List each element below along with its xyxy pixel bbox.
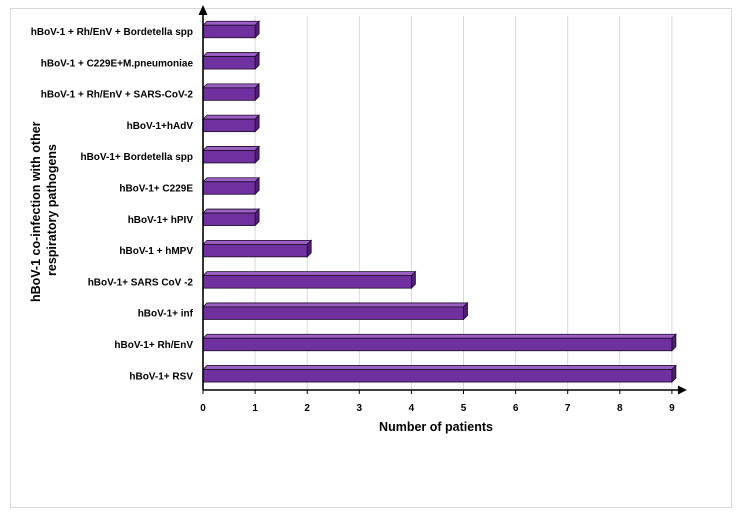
y-axis-title: hBoV-1 co-infection with other respirato… (29, 118, 59, 302)
labels: hBoV-1 + Rh/EnV + Bordetella spp hBoV-1 +… (31, 27, 675, 414)
x-tick-label: 6 (513, 403, 519, 414)
bar-top-face (202, 271, 417, 277)
bar-front-face (202, 243, 308, 258)
bar (202, 82, 261, 102)
bar-front-face (202, 24, 256, 39)
category-label: hBoV-1 + Rh/EnV + Bordetella spp (31, 27, 193, 38)
bar (202, 145, 261, 164)
axes (198, 5, 687, 395)
bar-top-face (202, 52, 261, 57)
bar-top-face (202, 365, 677, 370)
x-tick-label: 7 (565, 403, 571, 414)
category-label: hBoV-1 + hMPV (119, 246, 193, 257)
bar-top-face (202, 208, 261, 214)
y-axis-title-line-1: hBoV-1 co-infection with other (29, 121, 43, 302)
bar (202, 333, 677, 352)
category-label: hBoV-1 + Rh/EnV + SARS-CoV-2 (41, 90, 194, 101)
bar (202, 301, 469, 321)
bar-top-face (202, 333, 677, 339)
bar (202, 239, 313, 258)
x-tick-label: 3 (357, 403, 363, 414)
category-label: hBoV-1+ inf (138, 309, 194, 320)
category-label: hBoV-1+ C229E (119, 184, 193, 195)
category-label: hBoV-1+hAdV (127, 121, 194, 132)
bar-front-face (202, 212, 256, 226)
bar (202, 208, 261, 227)
x-tick-label: 1 (252, 403, 258, 414)
bar (202, 270, 417, 290)
bar-front-face (202, 150, 256, 164)
bar-front-face (202, 56, 256, 70)
bar-top-face (202, 239, 313, 245)
gridlines (254, 16, 673, 390)
bar-top-face (202, 302, 469, 308)
bar-top-face (202, 146, 261, 151)
bar-front-face (202, 87, 256, 101)
x-tick-label: 4 (409, 403, 415, 414)
category-label: hBoV-1+ SARS CoV -2 (88, 277, 194, 288)
bar-top-face (202, 20, 261, 26)
category-label: hBoV-1 + C229E+M.pneumoniae (41, 58, 194, 69)
bar-front-face (202, 369, 673, 383)
bar (202, 114, 261, 133)
y-axis-arrowhead (198, 5, 208, 15)
chart-frame (10, 8, 732, 508)
x-tick-label: 9 (669, 403, 675, 414)
x-axis-title: Number of patients (379, 420, 493, 434)
bar-front-face (202, 275, 412, 289)
bar-top-face (202, 114, 261, 120)
bars (202, 20, 677, 384)
x-tick-label: 5 (461, 403, 467, 414)
y-axis-title-line-2: respiratory pathogens (45, 144, 59, 276)
bar-front-face (202, 181, 256, 195)
x-tick-label: 2 (304, 403, 310, 414)
bar (202, 364, 677, 384)
bar (202, 20, 261, 39)
category-label: hBoV-1+ Bordetella spp (80, 152, 193, 163)
x-tick-label: 8 (617, 403, 623, 414)
category-label: hBoV-1+ Rh/EnV (114, 340, 193, 351)
bar (202, 51, 261, 71)
bar-front-face (202, 118, 256, 133)
x-tick-label: 0 (200, 403, 206, 414)
bar (202, 176, 261, 196)
bar-front-face (202, 337, 673, 352)
bar-top-face (202, 177, 261, 183)
category-label: hBoV-1+ hPIV (128, 215, 194, 226)
bar-front-face (202, 306, 464, 320)
category-label: hBoV-1+ RSV (129, 371, 193, 382)
bar-top-face (202, 83, 261, 89)
x-axis-arrowhead (677, 385, 687, 395)
